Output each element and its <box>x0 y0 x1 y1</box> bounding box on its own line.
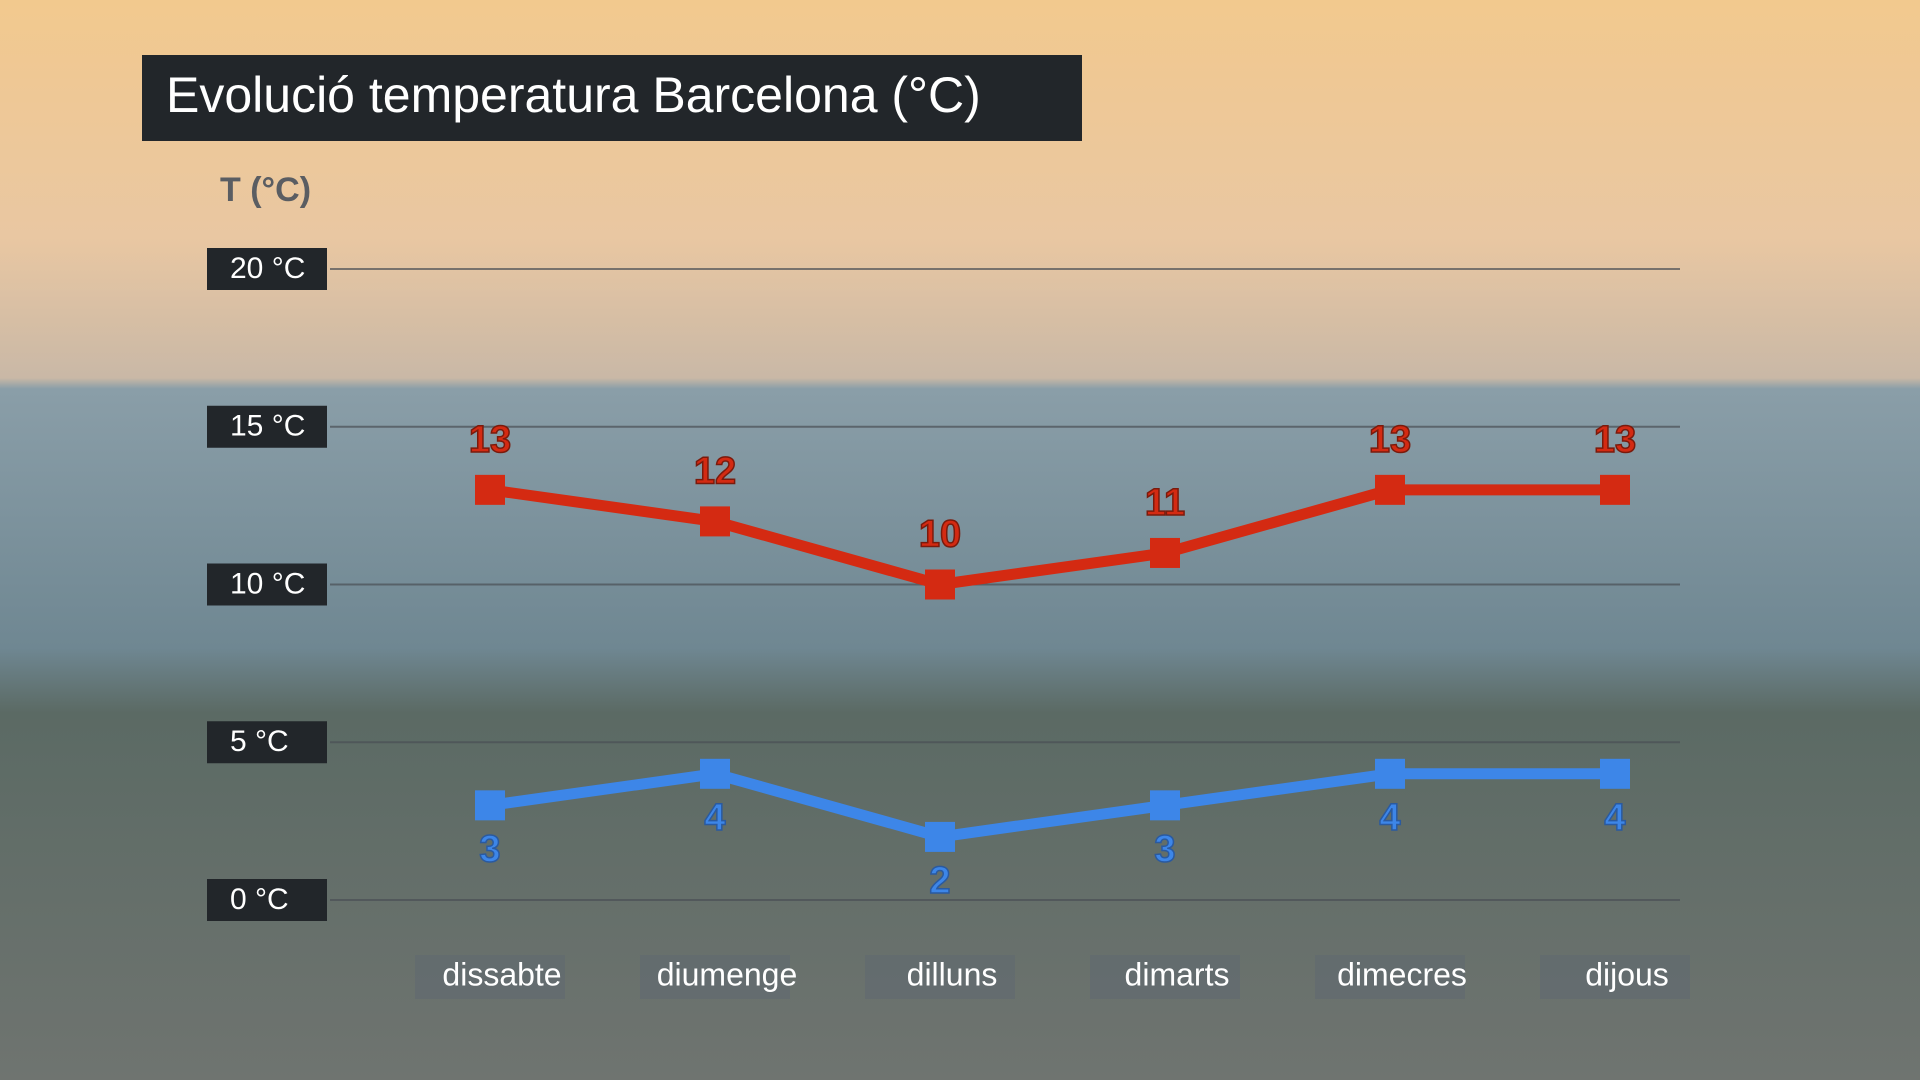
data-label: 4 <box>704 797 725 839</box>
x-tick-box <box>640 955 790 999</box>
y-tick-label: 5 °C <box>230 725 289 758</box>
data-label: 3 <box>1154 828 1175 870</box>
point-marker <box>1375 758 1405 789</box>
y-tick-label: 10 °C <box>230 567 305 600</box>
data-label: 4 <box>1379 797 1400 839</box>
x-tick-label: dilluns <box>907 956 998 992</box>
x-tick-label: dimecres <box>1337 956 1467 992</box>
data-label: 2 <box>929 860 950 902</box>
point-marker <box>700 506 730 537</box>
y-tick-box <box>207 563 327 606</box>
y-tick-label: 15 °C <box>230 410 305 443</box>
series-line <box>489 484 1615 590</box>
data-label: 12 <box>694 450 736 492</box>
point-marker <box>1150 537 1180 568</box>
point-marker <box>925 821 955 852</box>
series-line <box>489 768 1615 843</box>
x-tick-box <box>415 955 565 999</box>
point-marker <box>700 758 730 789</box>
point-marker <box>925 569 955 600</box>
point-marker <box>475 790 505 821</box>
x-tick-box <box>865 955 1015 999</box>
y-tick-label: 0 °C <box>230 883 289 916</box>
y-tick-box <box>207 248 327 290</box>
x-tick-label: diumenge <box>657 956 798 992</box>
y-tick-box <box>207 721 327 764</box>
x-tick-box <box>1090 955 1240 999</box>
x-tick-label: dissabte <box>442 956 561 992</box>
point-marker <box>1150 790 1180 821</box>
data-label: 11 <box>1145 482 1185 524</box>
x-tick-box <box>1540 955 1690 999</box>
point-marker <box>1600 474 1630 505</box>
x-tick-label: dijous <box>1585 956 1669 992</box>
point-marker <box>1375 474 1405 505</box>
y-tick-box <box>207 405 327 448</box>
data-label: 4 <box>1604 797 1625 839</box>
chart-title: Evolució temperatura Barcelona (°C) <box>166 67 981 123</box>
data-label: 10 <box>919 514 961 556</box>
data-label: 13 <box>1594 419 1636 461</box>
data-label: 3 <box>479 828 500 870</box>
data-label: 13 <box>1369 419 1411 461</box>
title-box <box>142 55 1082 141</box>
x-tick-label: dimarts <box>1125 956 1230 992</box>
point-marker <box>1600 758 1630 789</box>
y-tick-box <box>207 879 327 921</box>
point-marker <box>475 474 505 505</box>
y-tick-label: 20 °C <box>230 252 305 285</box>
y-axis-label: T (°C) <box>220 171 311 209</box>
data-label: 13 <box>469 419 511 461</box>
x-tick-box <box>1315 955 1465 999</box>
